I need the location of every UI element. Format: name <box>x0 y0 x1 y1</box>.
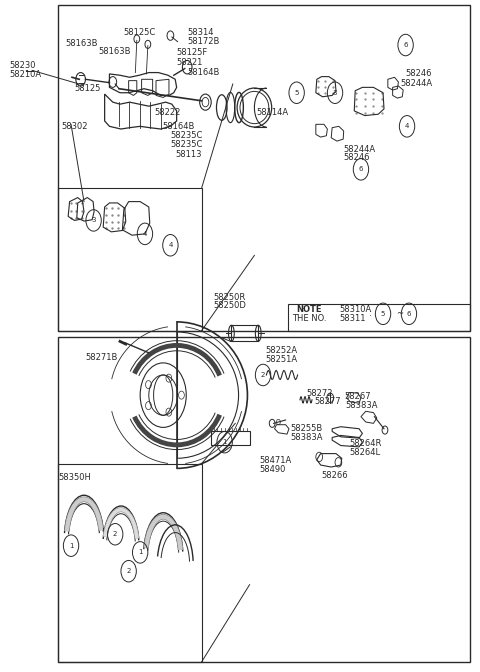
Text: 58221: 58221 <box>177 58 203 67</box>
Text: 58163B: 58163B <box>98 46 131 56</box>
Text: 4: 4 <box>405 124 409 129</box>
Text: 58271B: 58271B <box>85 353 118 362</box>
Text: 58383A: 58383A <box>346 401 378 411</box>
Text: 58250R: 58250R <box>214 292 246 302</box>
Bar <box>288 304 470 331</box>
Text: 58314: 58314 <box>187 28 214 37</box>
Text: :: : <box>369 309 372 319</box>
Text: NOTE: NOTE <box>297 304 322 314</box>
Text: 4: 4 <box>168 243 173 248</box>
Text: 58264L: 58264L <box>349 448 381 457</box>
Text: 58113: 58113 <box>175 150 202 159</box>
Text: 3: 3 <box>333 90 337 95</box>
Text: 6: 6 <box>403 42 408 48</box>
Text: 58235C: 58235C <box>170 131 203 140</box>
Bar <box>58 188 202 331</box>
Text: 58264R: 58264R <box>349 439 382 448</box>
Text: 58490: 58490 <box>259 464 286 474</box>
Text: 58250D: 58250D <box>214 301 246 310</box>
Text: 1: 1 <box>69 543 73 548</box>
Text: 2: 2 <box>126 569 131 574</box>
Text: 58246: 58246 <box>406 69 432 79</box>
Text: 3: 3 <box>91 218 96 223</box>
Text: 58235C: 58235C <box>170 140 203 149</box>
Text: 58210A: 58210A <box>10 70 42 79</box>
Text: 58277: 58277 <box>314 397 341 407</box>
Text: 58125F: 58125F <box>177 48 208 57</box>
Text: 6: 6 <box>359 167 363 172</box>
Text: 58125: 58125 <box>74 84 101 93</box>
Text: 58252A: 58252A <box>265 346 298 355</box>
Text: 58255B: 58255B <box>290 424 323 433</box>
Text: 5: 5 <box>294 90 299 95</box>
Text: 2: 2 <box>113 532 118 537</box>
Text: 58266: 58266 <box>322 470 348 480</box>
Bar <box>58 337 470 662</box>
Text: 1: 1 <box>222 439 227 445</box>
Text: 58125C: 58125C <box>124 28 156 37</box>
Text: 58383A: 58383A <box>290 433 323 442</box>
Text: THE NO.: THE NO. <box>292 314 326 323</box>
Text: 58114A: 58114A <box>257 108 289 118</box>
Text: 58164B: 58164B <box>187 68 219 77</box>
Text: 58471A: 58471A <box>259 456 291 465</box>
Text: 5: 5 <box>381 311 385 317</box>
Text: 58172B: 58172B <box>187 37 219 46</box>
Text: 58251A: 58251A <box>265 355 298 364</box>
Text: 58350H: 58350H <box>59 472 91 482</box>
Text: 2: 2 <box>261 372 265 378</box>
Text: 58246: 58246 <box>343 153 370 163</box>
Text: 58230: 58230 <box>10 61 36 71</box>
Text: 1: 1 <box>138 550 143 555</box>
Text: ~: ~ <box>396 309 403 319</box>
Text: 58310A: 58310A <box>340 304 372 314</box>
Bar <box>58 464 202 662</box>
Text: 58272: 58272 <box>306 388 333 398</box>
Text: 58311: 58311 <box>340 314 366 323</box>
Text: 4: 4 <box>143 231 147 237</box>
Text: 58222: 58222 <box>155 108 181 118</box>
Text: 58164B: 58164B <box>162 122 194 131</box>
Text: 58302: 58302 <box>61 122 88 131</box>
Text: 58163B: 58163B <box>65 39 98 48</box>
Text: 58267: 58267 <box>345 392 371 401</box>
Text: 6: 6 <box>407 311 411 317</box>
Bar <box>58 5 470 331</box>
Text: 58244A: 58244A <box>401 79 433 88</box>
Text: 58244A: 58244A <box>343 144 375 154</box>
